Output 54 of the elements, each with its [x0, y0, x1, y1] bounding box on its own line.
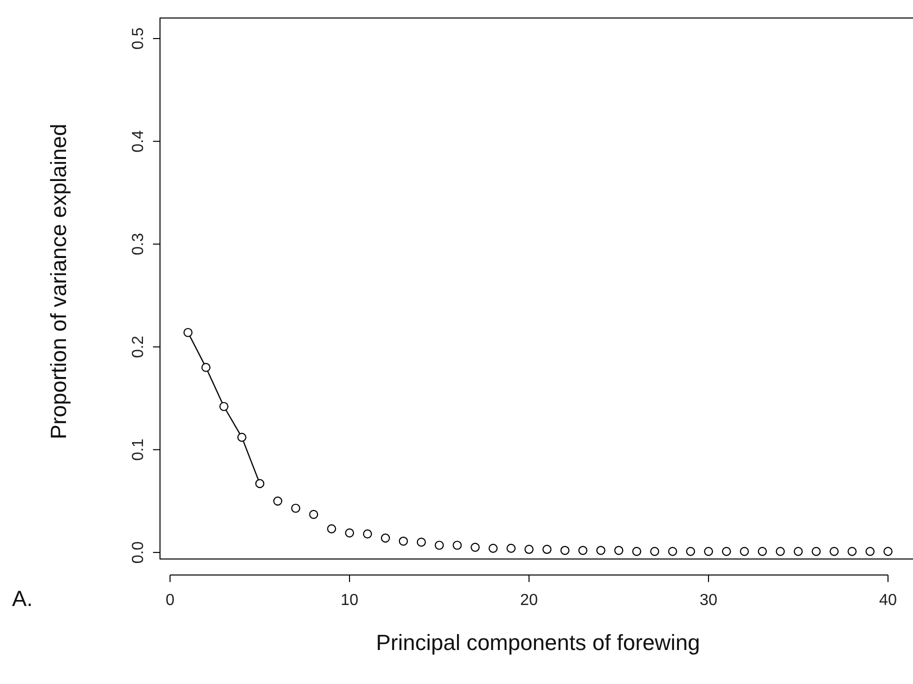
point [578, 546, 588, 555]
point [380, 534, 390, 543]
point [704, 546, 714, 556]
point [758, 546, 767, 556]
point [812, 546, 821, 556]
point [488, 544, 498, 553]
point [614, 546, 624, 555]
point [866, 546, 875, 556]
y-tick-label: 0.5 [130, 27, 147, 50]
point [506, 544, 516, 553]
point [398, 536, 408, 546]
y-tick-label: 0.3 [130, 232, 147, 256]
point [668, 546, 678, 556]
point [740, 546, 749, 556]
point [776, 546, 785, 556]
point [794, 546, 803, 556]
point [362, 529, 372, 538]
y-tick-label: 0.1 [130, 438, 147, 461]
y-tick-label: 0.4 [130, 130, 147, 152]
point [883, 546, 893, 556]
point [434, 540, 444, 550]
point [291, 504, 300, 513]
point [686, 546, 696, 556]
point [650, 546, 660, 556]
point [344, 528, 354, 538]
point [219, 402, 228, 412]
point [848, 546, 857, 556]
point [273, 496, 282, 506]
point [830, 546, 839, 556]
y-tick-label: 0.0 [130, 541, 147, 564]
x-axis-title: Principal components of forewing [376, 630, 700, 655]
point [201, 362, 210, 372]
x-tick-label: 20 [520, 592, 538, 609]
point [524, 544, 534, 554]
x-tick-label: 30 [700, 592, 718, 609]
point [255, 479, 264, 488]
x-tick-label: 0 [166, 592, 175, 609]
point [327, 524, 336, 534]
point [722, 546, 732, 556]
y-tick-label: 0.2 [130, 336, 147, 358]
point [309, 510, 318, 519]
x-tick-label: 40 [879, 592, 897, 609]
y-axis-title: Proportion of variance explained [46, 124, 71, 440]
point [632, 546, 642, 556]
point [560, 546, 570, 555]
text: A. [12, 586, 33, 611]
point [416, 538, 426, 547]
point [596, 546, 606, 555]
point [542, 544, 552, 554]
point [470, 542, 480, 552]
point [237, 432, 246, 442]
x-tick-label: 10 [340, 592, 359, 609]
point [452, 540, 462, 550]
point [183, 328, 193, 338]
